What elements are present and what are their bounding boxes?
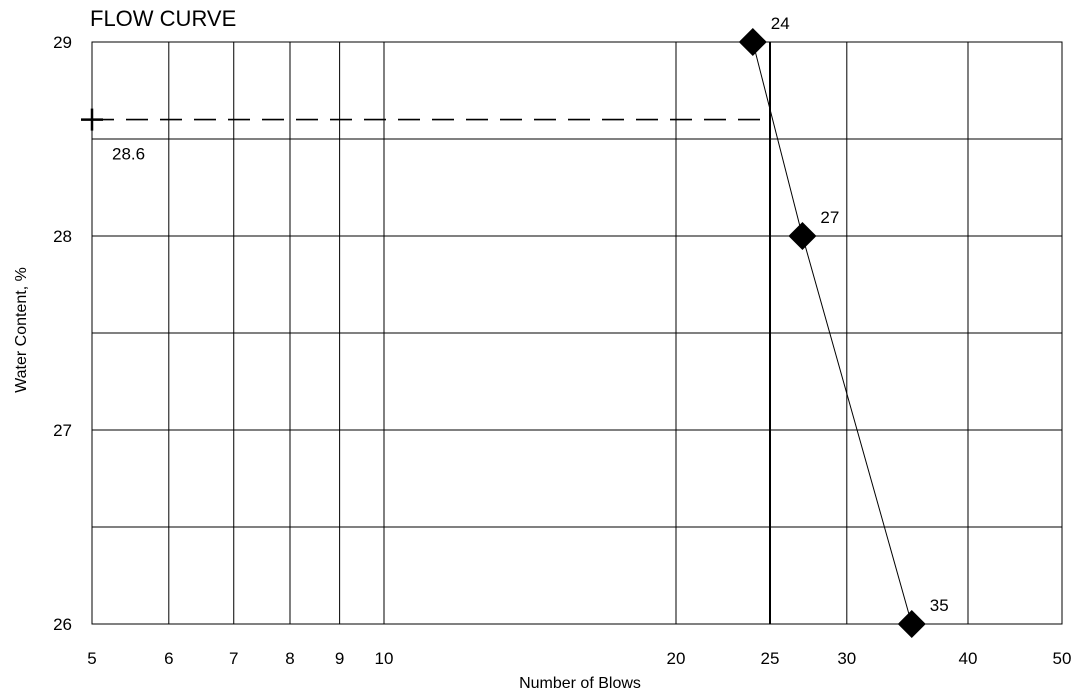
y-tick-label: 29 bbox=[53, 33, 72, 52]
series: 24 27 35 bbox=[738, 14, 949, 638]
data-point-label: 35 bbox=[930, 596, 949, 615]
y-tick-label: 28 bbox=[53, 227, 72, 246]
x-tick-label: 6 bbox=[164, 649, 173, 668]
x-tick-label: 40 bbox=[959, 649, 978, 668]
y-tick-label: 26 bbox=[53, 615, 72, 634]
y-tick-label: 27 bbox=[53, 421, 72, 440]
x-tick-label: 25 bbox=[761, 649, 780, 668]
data-point-marker bbox=[788, 222, 817, 250]
data-point-marker bbox=[897, 610, 926, 638]
x-tick-label: 8 bbox=[285, 649, 294, 668]
x-tick-label: 5 bbox=[87, 649, 96, 668]
reference-value-label: 28.6 bbox=[112, 145, 145, 164]
data-point-label: 27 bbox=[820, 208, 839, 227]
x-tick-label: 7 bbox=[229, 649, 238, 668]
plot-border bbox=[91, 41, 1063, 625]
chart-title: FLOW CURVE bbox=[90, 6, 237, 31]
tick-labels: 5 6 7 8 9 10 20 25 30 40 50 26 27 28 29 bbox=[53, 33, 1071, 668]
reference-lines: 28.6 bbox=[81, 42, 772, 624]
data-point-label: 24 bbox=[771, 14, 790, 33]
y-axis-label: Water Content, % bbox=[13, 267, 30, 393]
x-tick-label: 10 bbox=[375, 649, 394, 668]
grid bbox=[91, 41, 1063, 625]
x-tick-label: 30 bbox=[837, 649, 856, 668]
x-tick-label: 9 bbox=[335, 649, 344, 668]
x-axis-label: Number of Blows bbox=[519, 675, 641, 692]
x-tick-label: 20 bbox=[667, 649, 686, 668]
data-point-marker bbox=[738, 28, 767, 56]
x-tick-label: 50 bbox=[1053, 649, 1072, 668]
